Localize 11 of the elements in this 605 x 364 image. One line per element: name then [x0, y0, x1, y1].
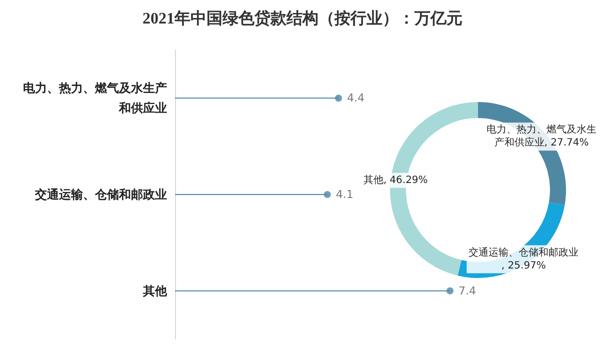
data-label: , 25.97%: [501, 260, 546, 272]
y-tick-label: 电力、热力、燃气及水生产和供应业: [23, 81, 167, 116]
slice-label: 交通运输、仓储和邮政业: [468, 246, 579, 258]
data-label: 4.4: [347, 92, 365, 105]
slice-label: 其他, 46.29%: [363, 174, 428, 186]
chart-title: 2021年中国绿色贷款结构（按行业）：万亿元: [142, 10, 462, 28]
data-label: 7.4: [458, 284, 476, 298]
slice-label: 电力、热力、燃气及水生产和供应业, 27.74%: [486, 124, 597, 149]
y-tick-label: 其他: [142, 284, 168, 298]
y-tick-label: 交通运输、仓储和邮政业: [34, 188, 167, 202]
data-label: 4.1: [336, 188, 354, 201]
